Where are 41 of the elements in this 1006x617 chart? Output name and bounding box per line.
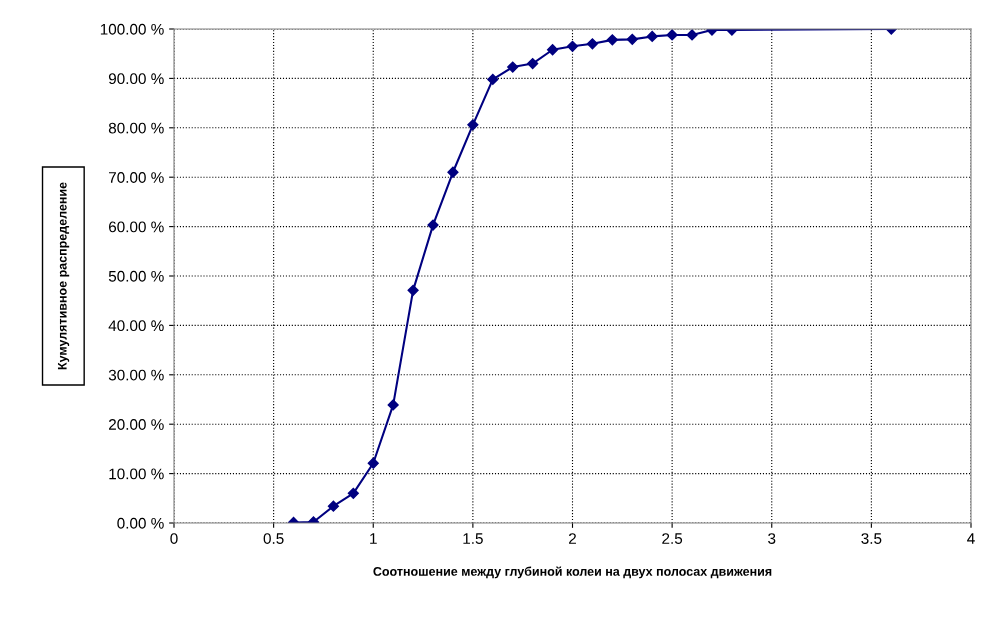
x-tick-label: 1 [370,533,377,544]
y-tick-label: 100.00 % [100,23,164,35]
point [427,219,439,231]
point [546,44,559,56]
point [347,487,359,499]
point [666,29,678,41]
y-tick-label: 20.00 % [108,419,164,430]
point [487,73,499,85]
point [467,119,479,131]
point [686,29,698,41]
y-tick-label: 90.00 % [108,73,164,85]
y-tick-label: 30.00 % [108,369,164,381]
y-axis-title: Кумулятивное распределение [57,182,70,370]
x-tick-label: 4 [967,533,975,544]
y-tick-label: 50.00 % [108,270,164,282]
y-tick-label: 80.00 % [108,122,164,134]
x-tick-label: 1.5 [463,533,483,544]
point [407,284,419,296]
point [327,500,340,512]
point [387,399,399,411]
x-tick-label: 0.5 [263,533,284,544]
y-tick-label: 60.00 % [109,221,164,233]
y-tick-label: 70.00 % [109,172,164,183]
x-axis-title: Соотношение между глубиной колеи на двух полосах движения [373,566,772,579]
point [566,40,579,52]
point [367,457,379,469]
x-tick-label: 3.5 [861,533,882,544]
x-tick-label: 2.5 [662,533,683,544]
y-tick-label: 40.00 % [108,320,164,332]
point [447,166,459,178]
x-tick-label: 2 [569,533,576,544]
point [606,34,618,46]
point [626,33,638,45]
point [586,38,599,50]
y-tick-label: 10.00 % [109,468,164,480]
x-tick-label: 3 [768,533,776,544]
y-tick-label: 0.00 % [117,517,164,529]
point [507,61,519,73]
x-tick-label: 0 [170,533,178,544]
point [646,30,658,43]
point [527,57,539,70]
